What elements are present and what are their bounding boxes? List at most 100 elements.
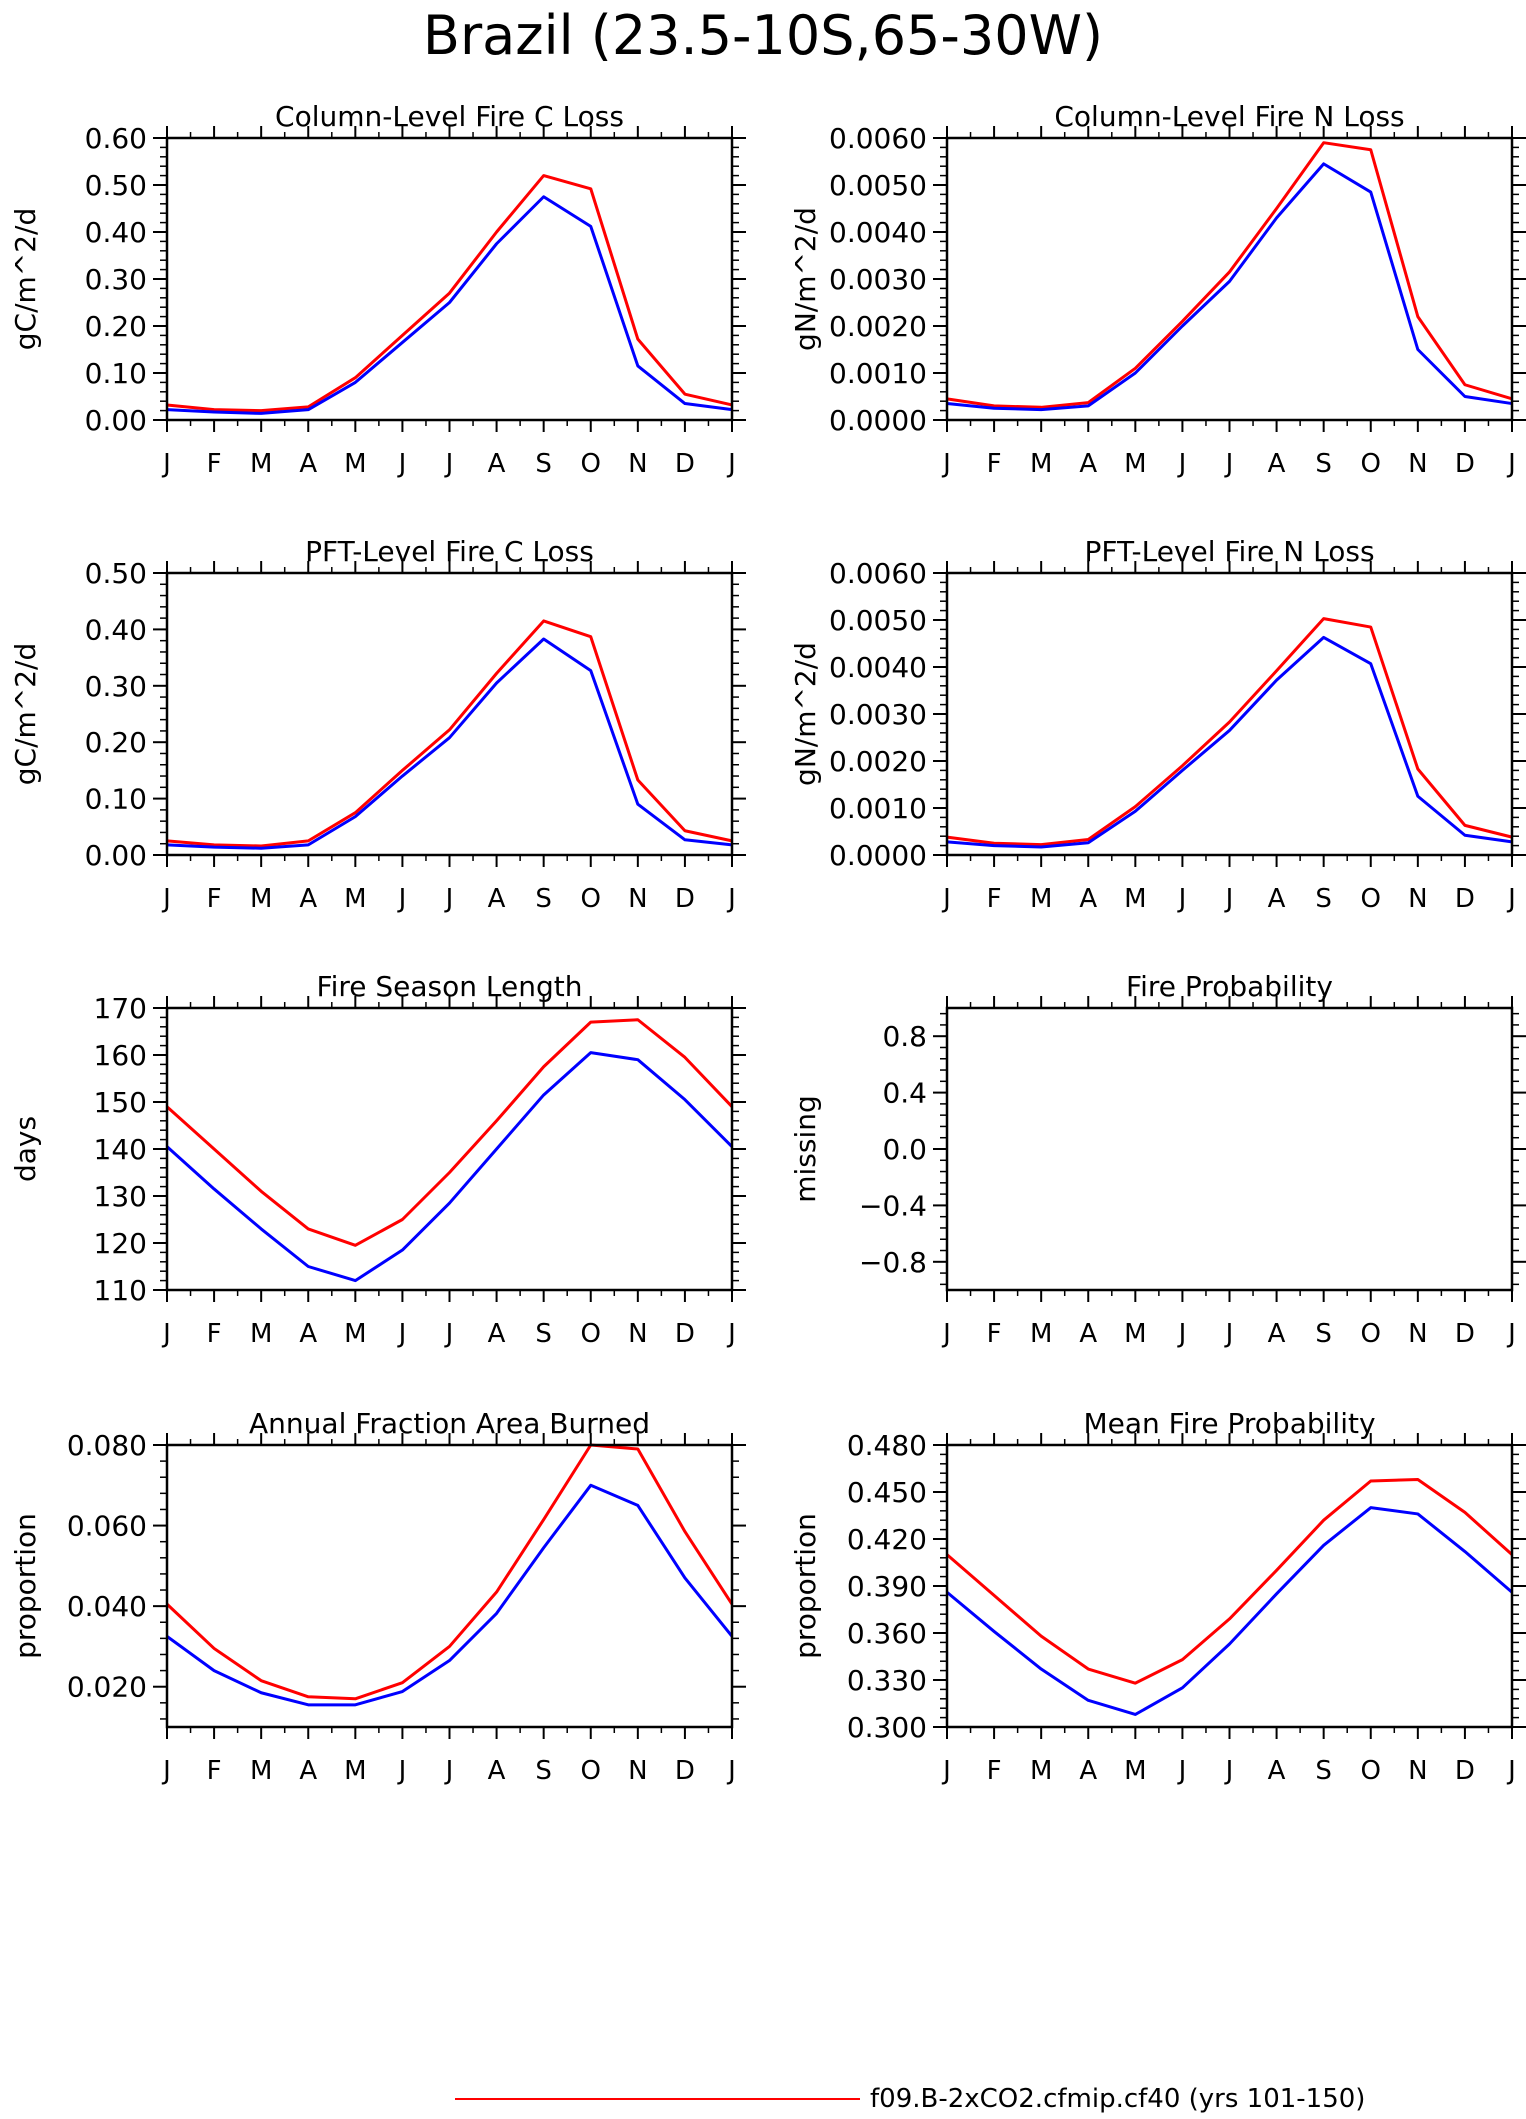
plot-frame <box>945 1006 1514 1292</box>
x-tick-label: F <box>987 1756 1002 1786</box>
panel-title: PFT-Level Fire N Loss <box>1084 535 1374 568</box>
x-tick-label: N <box>1408 1756 1427 1786</box>
x-tick-label: A <box>1079 1756 1097 1786</box>
panel-title: Column-Level Fire N Loss <box>1054 100 1404 133</box>
panel-3: J F M A M J J A S O N D J0.000.100.200.300.400.50PFT… <box>9 535 746 914</box>
y-axis-label: gC/m^2/d <box>9 643 42 786</box>
x-tick-label: D <box>675 1756 695 1786</box>
y-axis-label: gN/m^2/d <box>789 207 822 351</box>
y-tick-label: 0.0000 <box>829 404 927 437</box>
y-tick-label: 0.330 <box>847 1664 927 1697</box>
x-tick-label: O <box>581 449 601 479</box>
y-tick-label: 0.0030 <box>829 263 927 296</box>
x-tick-label: M <box>250 1756 272 1786</box>
y-tick-label: 0.0 <box>882 1133 927 1166</box>
x-tick-label: A <box>488 1319 506 1349</box>
y-tick-label: 0.40 <box>85 216 147 249</box>
y-axis-label: gN/m^2/d <box>789 642 822 786</box>
x-tick-label: J <box>1224 449 1234 479</box>
y-tick-label: 0.4 <box>882 1077 927 1110</box>
x-tick-label: J <box>397 1756 407 1786</box>
x-tick-label: M <box>1030 1756 1052 1786</box>
y-axis-label: days <box>9 1116 42 1182</box>
y-tick-label: 0.450 <box>847 1476 927 1509</box>
x-tick-label: J <box>397 1319 407 1349</box>
series-line-blue <box>946 635 1513 849</box>
x-tick-label: J <box>444 1756 454 1786</box>
y-tick-label: 130 <box>94 1180 147 1213</box>
y-axis-label: proportion <box>9 1513 42 1659</box>
x-tick-label: F <box>207 449 222 479</box>
panel-title: Mean Fire Probability <box>1083 1407 1375 1440</box>
series-line-red <box>166 619 733 848</box>
x-tick-label: J <box>1177 449 1187 479</box>
x-tick-label: J <box>444 1319 454 1349</box>
series-line-red <box>166 174 733 413</box>
x-tick-label: A <box>299 1756 317 1786</box>
y-axis-label: missing <box>789 1095 822 1203</box>
y-tick-label: 150 <box>94 1086 147 1119</box>
panel-4: J F M A M J J A S O N D J0.00000.00100.00200.00300.0… <box>789 535 1526 914</box>
y-tick-label: 110 <box>94 1274 147 1307</box>
x-tick-label: J <box>1224 1319 1234 1349</box>
x-tick-label: O <box>1361 449 1381 479</box>
x-tick-label: J <box>1224 1756 1234 1786</box>
y-tick-label: 0.0010 <box>829 792 927 825</box>
panels: J F M A M J J A S O N D J0.000.100.200.300.400.500.6… <box>9 100 1526 1786</box>
series-line-red <box>165 1018 734 1247</box>
x-tick-label: D <box>1455 1319 1475 1349</box>
x-tick-label: J <box>941 1319 951 1349</box>
x-tick-label: J <box>941 884 951 914</box>
x-tick-label: A <box>1079 449 1097 479</box>
x-tick-label: A <box>1268 884 1286 914</box>
x-tick-label: M <box>250 1319 272 1349</box>
x-tick-label: N <box>628 1756 647 1786</box>
y-tick-label: 0.10 <box>85 357 147 390</box>
page-title: Brazil (23.5-10S,65-30W) <box>423 4 1103 67</box>
x-tick-label: A <box>488 884 506 914</box>
legend: f09.B-2xCO2.cfmip.cf40 (yrs 101-150) <box>455 2084 1365 2114</box>
panel-title: Column-Level Fire C Loss <box>275 100 624 133</box>
x-tick-label: F <box>987 1319 1002 1349</box>
x-tick-label: S <box>535 449 552 479</box>
x-tick-label: N <box>1408 884 1427 914</box>
y-tick-label: 0.0040 <box>829 651 927 684</box>
y-tick-label: 120 <box>94 1227 147 1260</box>
y-tick-label: −0.8 <box>859 1246 927 1279</box>
x-tick-label: M <box>344 884 366 914</box>
y-tick-label: 0.0050 <box>829 604 927 637</box>
x-tick-label: A <box>299 449 317 479</box>
x-tick-label: N <box>628 884 647 914</box>
x-tick-label: S <box>1315 884 1332 914</box>
y-tick-label: 0.060 <box>67 1510 147 1543</box>
series-line-red <box>946 1477 1514 1685</box>
y-tick-label: 0.20 <box>85 310 147 343</box>
x-tick-label: A <box>1268 1319 1286 1349</box>
panel-title: Annual Fraction Area Burned <box>249 1407 650 1440</box>
x-tick-label: S <box>1315 1319 1332 1349</box>
x-tick-label: D <box>675 449 695 479</box>
x-tick-label: A <box>1268 1756 1286 1786</box>
series-line-red <box>946 617 1513 847</box>
plot-frame <box>165 136 734 422</box>
x-tick-label: M <box>1030 449 1052 479</box>
y-tick-label: 0.0040 <box>829 216 927 249</box>
x-tick-label: J <box>161 1319 171 1349</box>
y-tick-label: 0.0060 <box>829 122 927 155</box>
series-line-blue <box>166 195 733 415</box>
series-line-red <box>946 141 1513 409</box>
x-tick-label: S <box>1315 449 1332 479</box>
y-tick-label: 0.00 <box>85 839 147 872</box>
y-tick-label: 0.0060 <box>829 557 927 590</box>
x-tick-label: M <box>344 1319 366 1349</box>
series-line-blue <box>946 1506 1513 1716</box>
x-tick-label: A <box>299 1319 317 1349</box>
x-tick-label: J <box>161 449 171 479</box>
x-tick-label: A <box>1268 449 1286 479</box>
x-tick-label: D <box>675 1319 695 1349</box>
y-tick-label: 160 <box>94 1039 147 1072</box>
x-tick-label: J <box>941 1756 951 1786</box>
series-line-blue <box>166 1483 734 1707</box>
